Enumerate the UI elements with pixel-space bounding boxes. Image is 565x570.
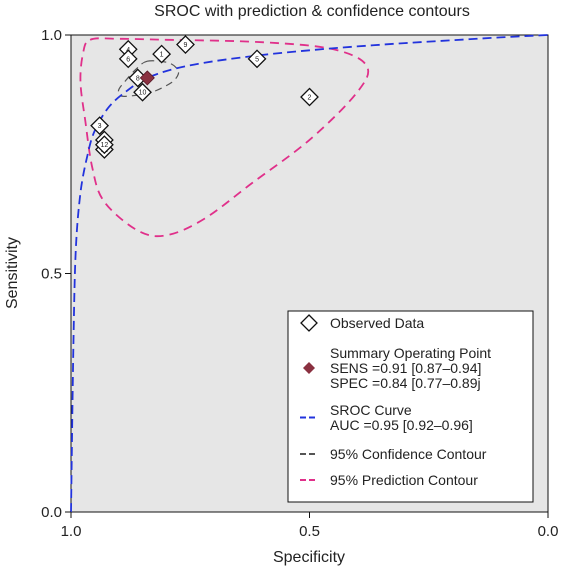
sroc-curve: [70, 34, 549, 513]
observed-point-marker: [300, 87, 319, 107]
observed-point-label: 10: [139, 90, 147, 97]
x-tick-label: 0.5: [299, 523, 320, 540]
legend-prediction-label: 95% Prediction Contour: [330, 472, 478, 488]
observed-point-label: 1: [160, 52, 164, 59]
x-tick-label: 1.0: [61, 523, 82, 540]
legend-summary-label: SENS =0.91 [0.87–0.94]: [330, 360, 481, 376]
legend-observed-label: Observed Data: [330, 315, 424, 331]
observed-point: 6: [118, 49, 138, 69]
observed-point-marker: [152, 44, 172, 64]
observed-point-marker: [133, 82, 152, 102]
observed-point-marker: [247, 49, 267, 69]
y-tick-label: 0.0: [41, 504, 62, 521]
observed-point-label: 5: [255, 56, 259, 63]
axes-layer: 1.0 0.5 0.0 0.0 0.5 1.0: [41, 27, 558, 540]
observed-point-marker: [118, 49, 138, 69]
observed-point-marker: [90, 116, 110, 136]
observed-point: 1: [152, 44, 172, 64]
legend-observed-symbol: [300, 314, 318, 332]
legend-box: [287, 310, 534, 503]
summary-operating-point: [139, 70, 155, 86]
chart-title: SROC with prediction & confidence contou…: [154, 3, 470, 20]
observed-point-label: 2: [308, 95, 312, 102]
observed-point-marker: [94, 135, 114, 155]
x-axis-label: Specificity: [273, 549, 345, 566]
legend-sroc-label: SROC Curve: [330, 402, 412, 418]
legend: Observed Data Summary Operating PointSENS…: [287, 310, 534, 503]
legend-summary-label: Summary Operating Point: [330, 345, 491, 361]
observed-point: 10: [133, 82, 152, 102]
observed-point-marker: [176, 35, 195, 54]
x-tick-label: 0.0: [538, 523, 559, 540]
observed-point-label: 3: [98, 123, 102, 130]
legend-summary-symbol: [303, 362, 315, 374]
observed-point: 5: [247, 49, 267, 69]
observed-point: 12: [94, 135, 114, 155]
legend-summary-label: SPEC =0.84 [0.77–0.89j: [330, 375, 481, 391]
observed-point-label: 12: [100, 142, 108, 149]
legend-sroc-label: AUC =0.95 [0.92–0.96]: [330, 417, 473, 433]
legend-confidence-label: 95% Confidence Contour: [330, 446, 487, 462]
observed-point-label: 9: [184, 42, 188, 49]
y-tick-label: 1.0: [41, 27, 62, 44]
observed-points-layer: 123456789101112: [90, 35, 319, 159]
y-tick-label: 0.5: [41, 266, 62, 283]
y-axis-label: Sensitivity: [4, 237, 21, 309]
observed-point: 2: [300, 87, 319, 107]
observed-point-label: 6: [126, 56, 130, 63]
observed-point: 9: [176, 35, 195, 54]
prediction-contour: [79, 37, 370, 238]
observed-point-label: 8: [136, 75, 140, 82]
observed-point: 3: [90, 116, 110, 136]
